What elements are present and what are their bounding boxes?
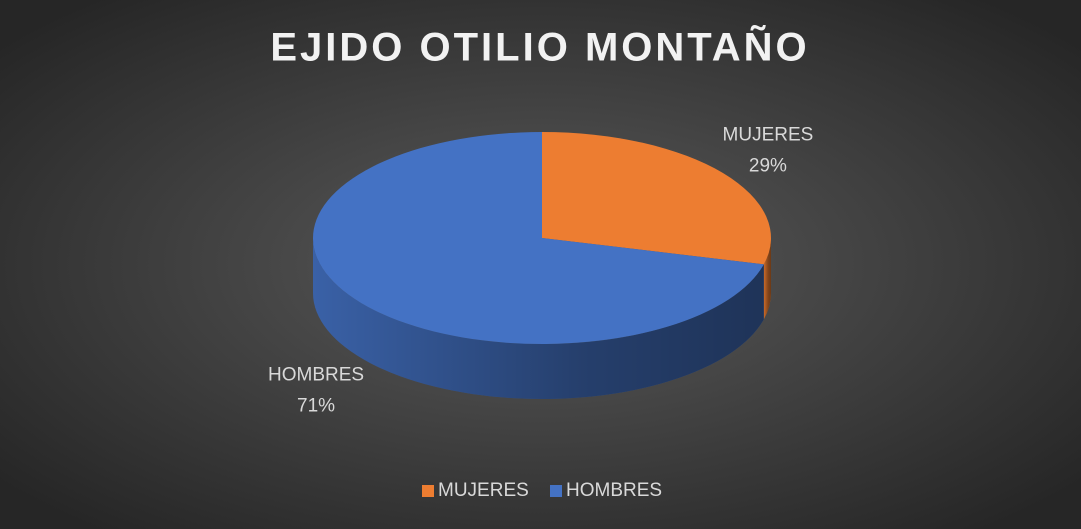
legend-swatch [550, 485, 562, 497]
data-label-name: HOMBRES [268, 365, 364, 386]
legend-label: HOMBRES [566, 480, 662, 501]
pie-slice [313, 132, 764, 344]
legend-label: MUJERES [438, 480, 529, 501]
data-label-value: 71% [297, 396, 335, 417]
legend-swatch [422, 485, 434, 497]
pie-side-shade [313, 238, 764, 399]
data-label-name: MUJERES [723, 124, 814, 145]
chart-title: EJIDO OTILIO MONTAÑO [270, 24, 809, 70]
pie-side-shade [763, 238, 771, 320]
pie-slice [542, 132, 771, 265]
data-label-value: 29% [749, 155, 787, 176]
